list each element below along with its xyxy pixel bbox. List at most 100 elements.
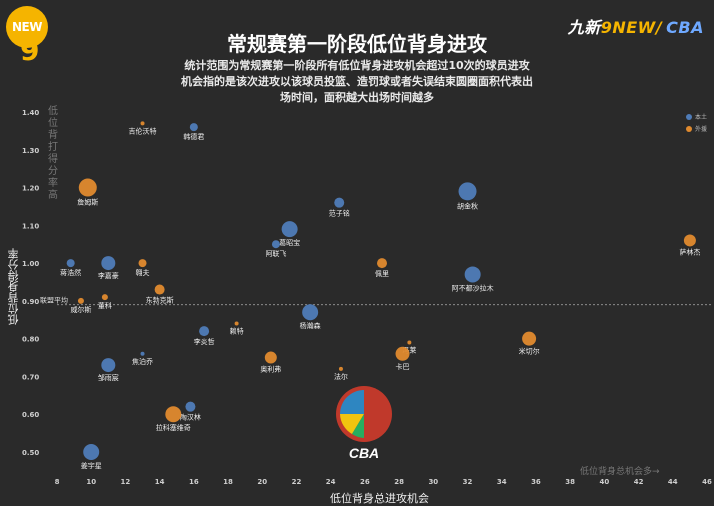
data-point	[101, 294, 108, 301]
data-point	[281, 221, 298, 238]
data-point	[338, 366, 343, 371]
data-point	[271, 240, 280, 249]
data-point	[522, 331, 537, 346]
data-point-label: 吉伦沃特	[129, 126, 157, 135]
data-point	[234, 321, 239, 326]
chart-title: 常规赛第一阶段低位背身进攻	[227, 32, 487, 56]
data-point-label: 阿联飞	[265, 249, 286, 258]
x-tick-label: 24	[326, 478, 336, 486]
data-point	[83, 444, 100, 460]
data-point-label: 范子铭	[329, 209, 350, 218]
legend-home-label: 本土	[695, 114, 708, 121]
y-tick-label: 0.50	[22, 449, 39, 457]
data-point-label: 萨林杰	[679, 247, 700, 256]
x-tick-label: 38	[565, 478, 575, 486]
data-point	[377, 258, 387, 269]
x-tick-label: 18	[223, 478, 233, 486]
data-point	[66, 259, 75, 268]
cba-logo-text: CBA	[349, 445, 379, 461]
brand-right-a: 九新	[567, 18, 601, 37]
data-point-label: 阿不都沙拉木	[452, 283, 494, 292]
data-point-label: 胡金秋	[457, 201, 478, 210]
x-tick-label: 12	[121, 478, 131, 486]
league-average-label: 联盟平均	[40, 296, 68, 305]
y-tick-label: 0.60	[22, 411, 39, 419]
data-point-label: 法尔	[334, 372, 348, 381]
data-point	[302, 304, 319, 321]
brand-logo-right: 九新9NEW/CBA	[568, 14, 704, 38]
data-point	[101, 358, 116, 373]
x-axis-hint: 低位背身总机会多→	[580, 467, 660, 477]
data-point	[138, 259, 147, 268]
data-point-label: 佩里	[375, 269, 389, 278]
data-point-label: 卡巴	[396, 362, 410, 371]
data-point-label: 姜宇星	[81, 461, 102, 470]
nine-mark-icon: 9	[20, 34, 39, 67]
data-point	[77, 297, 84, 304]
y-tick-label: 1.40	[22, 109, 39, 117]
x-tick-label: 28	[394, 478, 404, 486]
y-axis-hint: 低位背打得分率高	[48, 106, 58, 201]
brand-right-c: CBA	[666, 18, 704, 37]
data-point-label: 詹姆斯	[77, 198, 98, 207]
new9-logo: NEW 9	[6, 6, 48, 67]
data-point	[458, 182, 477, 201]
data-point	[464, 266, 481, 283]
data-point-label: 赖特	[230, 327, 244, 336]
x-tick-label: 42	[634, 478, 644, 486]
x-tick-label: 14	[155, 478, 165, 486]
data-point-label: 焦泊乔	[132, 357, 153, 366]
new-badge-text: NEW	[12, 20, 42, 34]
data-point-label: 陶汉林	[180, 413, 201, 422]
x-tick-label: 16	[189, 478, 199, 486]
legend-home: 本土	[686, 112, 707, 121]
data-point-label: 米切尔	[519, 347, 540, 356]
cba-logo: CBA	[336, 386, 392, 461]
y-tick-label: 1.10	[22, 222, 39, 230]
data-point	[683, 234, 696, 247]
y-tick-label: 1.20	[22, 185, 39, 193]
data-point-label: 韩德君	[183, 132, 204, 141]
legend-foreign-label: 外援	[695, 126, 708, 133]
data-point-label: 董科	[98, 301, 112, 310]
y-tick-label: 0.70	[22, 373, 39, 381]
data-point	[334, 197, 345, 208]
x-tick-label: 26	[360, 478, 370, 486]
x-tick-label: 36	[531, 478, 541, 486]
y-tick-label: 0.80	[22, 336, 39, 344]
chart-subtitle: 统计范围为常规赛第一阶段所有低位背身进攻机会超过10次的球员进攻机会指的是该次进…	[181, 59, 533, 104]
x-tick-label: 46	[702, 478, 712, 486]
data-point	[395, 346, 410, 361]
data-point-label: 葛昭宝	[279, 238, 300, 247]
x-tick-label: 32	[463, 478, 473, 486]
brand-right-b: 9NEW/	[600, 18, 663, 37]
data-point	[165, 406, 182, 423]
data-point-label: 蒋浩然	[60, 268, 81, 277]
y-tick-label: 1.30	[22, 147, 39, 155]
data-point-label: 冯莱	[402, 345, 416, 354]
data-point	[101, 256, 116, 271]
y-axis-label: 低位背身得分率	[7, 248, 20, 325]
x-tick-label: 30	[428, 478, 438, 486]
y-tick-label: 0.90	[22, 298, 39, 306]
data-point	[407, 340, 412, 345]
data-point-label: 拉科塞维奇	[156, 423, 191, 432]
data-point-label: 威尔斯	[70, 305, 91, 314]
data-point-label: 东勃克斯	[146, 296, 174, 305]
data-point-label: 杨瀚森	[300, 321, 321, 330]
x-tick-label: 8	[55, 478, 60, 486]
data-point	[199, 326, 210, 337]
data-point-label: 奥利弗	[260, 365, 281, 374]
data-point-label: 李嘉豪	[98, 271, 119, 280]
data-point	[185, 401, 196, 412]
data-point-label: 翱夫	[136, 268, 150, 277]
data-point	[154, 284, 165, 295]
x-tick-label: 22	[292, 478, 302, 486]
data-point-label: 李炎哲	[194, 337, 215, 346]
x-tick-label: 20	[257, 478, 267, 486]
data-point	[189, 123, 198, 132]
legend-foreign: 外援	[686, 124, 707, 133]
y-tick-label: 1.00	[22, 260, 39, 268]
data-point	[264, 351, 277, 364]
